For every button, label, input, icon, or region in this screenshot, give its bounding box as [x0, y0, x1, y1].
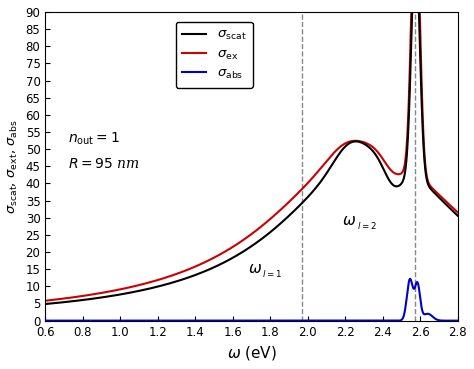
- Text: $\omega$: $\omega$: [342, 213, 356, 228]
- Text: $_{l=1}$: $_{l=1}$: [262, 266, 282, 279]
- Y-axis label: $\sigma_\mathrm{scat}$, $\sigma_\mathrm{ext}$, $\sigma_\mathrm{abs}$: $\sigma_\mathrm{scat}$, $\sigma_\mathrm{…: [7, 119, 20, 214]
- Text: $\omega$: $\omega$: [248, 261, 262, 276]
- X-axis label: $\omega$ (eV): $\omega$ (eV): [227, 344, 276, 362]
- Legend: $\sigma_\mathrm{scat}$, $\sigma_\mathrm{ex}$, $\sigma_\mathrm{abs}$: $\sigma_\mathrm{scat}$, $\sigma_\mathrm{…: [176, 22, 253, 88]
- Text: $_{l=2}$: $_{l=2}$: [357, 218, 377, 231]
- Text: $R = 95$ nm: $R = 95$ nm: [68, 157, 140, 171]
- Text: $n_\mathrm{out} = 1$: $n_\mathrm{out} = 1$: [68, 130, 119, 147]
